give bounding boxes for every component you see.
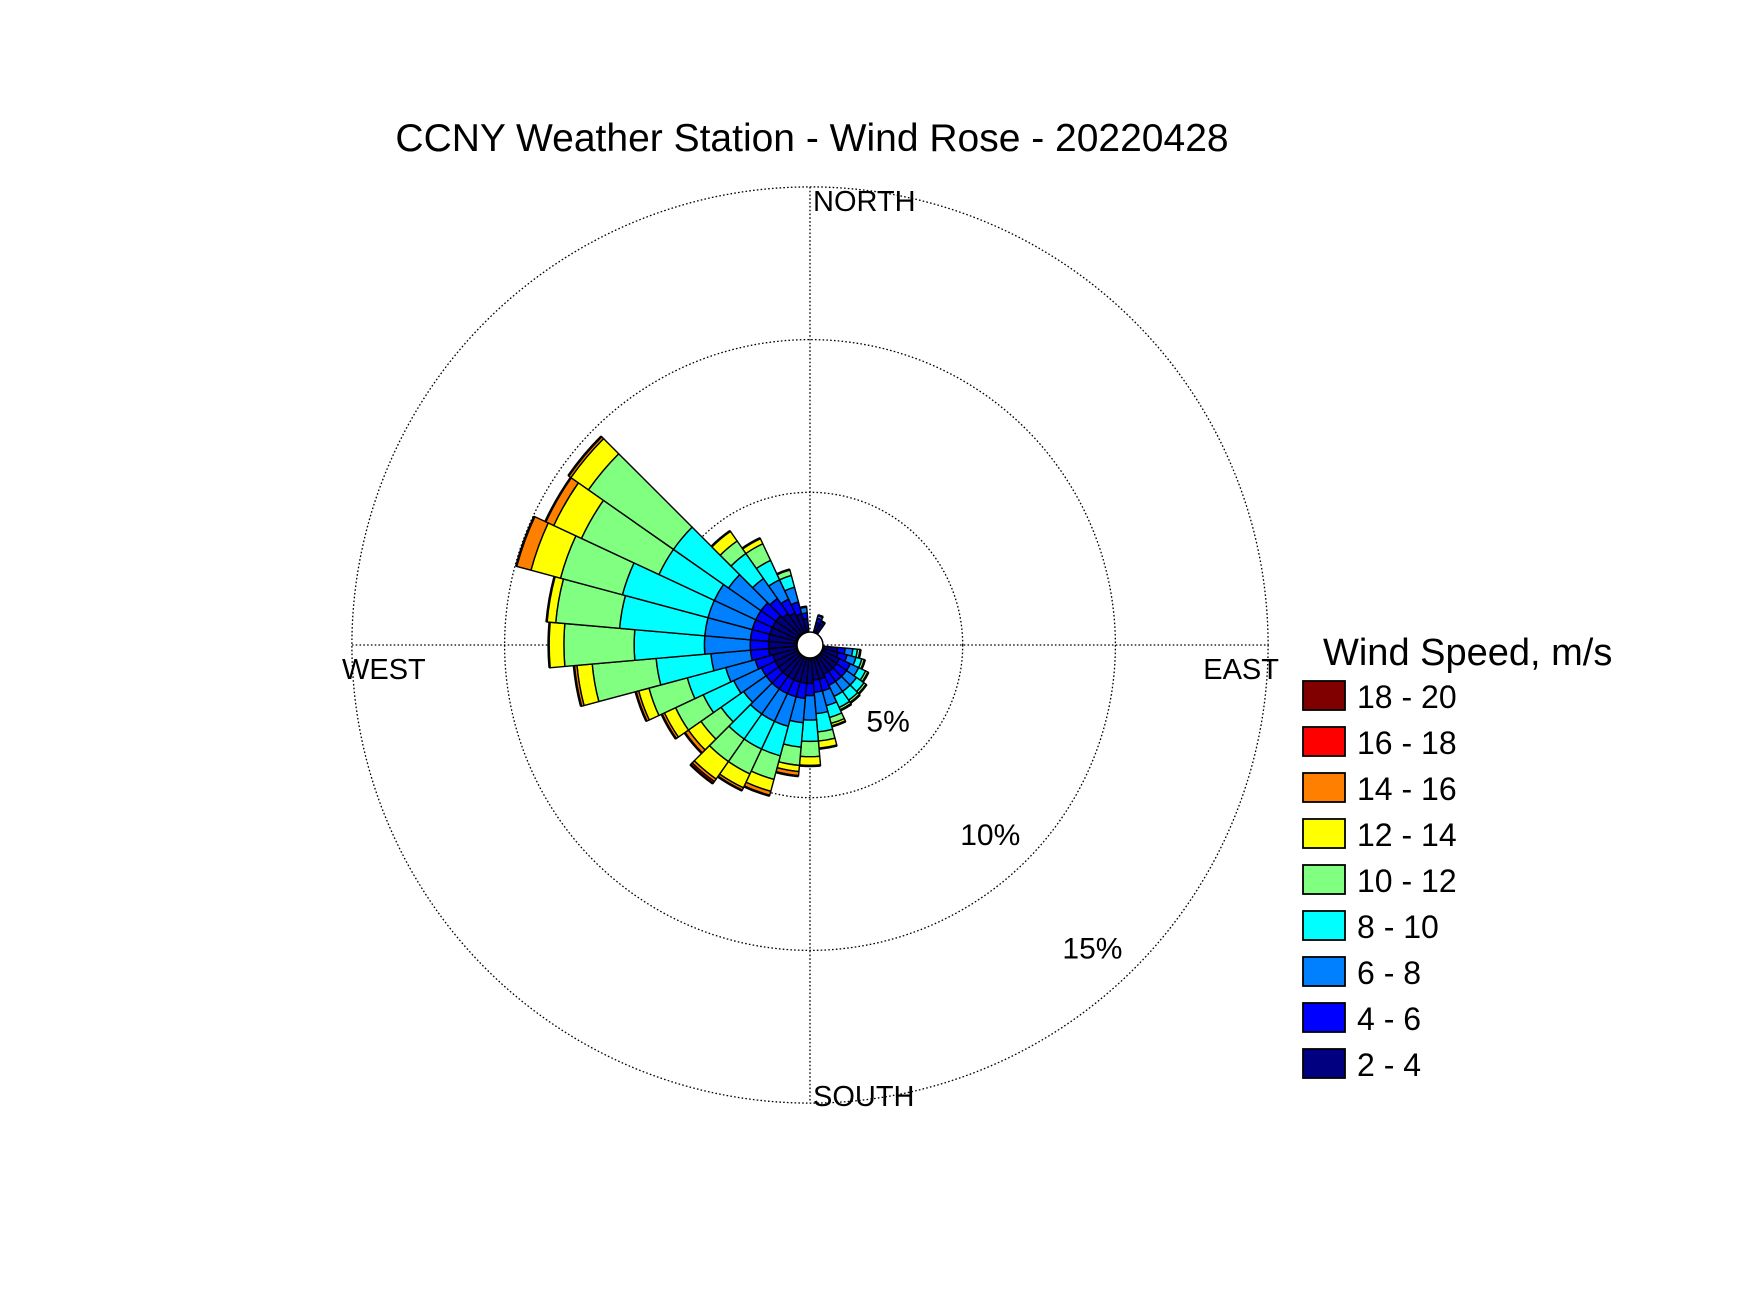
legend-swatch (1302, 956, 1346, 987)
sector-220-edge (689, 763, 714, 785)
sector-180-bin-5 (799, 740, 821, 758)
radial-tick-labels: 5% 10% 15% (866, 706, 1122, 966)
polar-grid (351, 186, 1269, 1104)
legend-label: 4 - 6 (1357, 1001, 1421, 1037)
legend-label: 16 - 18 (1357, 725, 1457, 761)
legend-item: 4 - 6 (1302, 1001, 1421, 1037)
legend-item: 16 - 18 (1302, 725, 1457, 761)
sector-270-bin-5 (563, 622, 636, 668)
legend-item: 2 - 4 (1302, 1047, 1421, 1083)
legend-label: 10 - 12 (1357, 863, 1457, 899)
sector-320-edge (710, 529, 731, 548)
legend-item: 14 - 16 (1302, 771, 1457, 807)
legend-swatch (1302, 1002, 1346, 1033)
ring-label-15pct: 15% (1062, 933, 1122, 966)
sector-340-edge (776, 568, 791, 576)
legend-item: 18 - 20 (1302, 679, 1457, 715)
direction-label-east: EAST (1203, 654, 1279, 686)
legend-swatch (1302, 818, 1346, 849)
sector-20-edge (817, 613, 824, 619)
legend: Wind Speed, m/s 18 - 20 16 - 18 14 - 16 12 … (1302, 632, 1612, 1083)
ring-label-10pct: 10% (960, 819, 1020, 852)
direction-label-west: WEST (342, 654, 426, 686)
sector-330-edge (741, 537, 761, 550)
sector-30-edge (820, 620, 826, 625)
sector-310-edge (567, 435, 603, 477)
sector-180-bin-4 (800, 719, 820, 743)
sector-350-edge (799, 605, 807, 610)
legend-label: 18 - 20 (1357, 679, 1457, 715)
direction-label-south: SOUTH (813, 1081, 915, 1113)
legend-item: 12 - 14 (1302, 817, 1457, 853)
center-hole (796, 631, 824, 659)
legend-swatch (1302, 864, 1346, 895)
ring-label-5pct: 5% (866, 706, 909, 739)
legend-swatch (1302, 772, 1346, 803)
sector-270-bin-6 (547, 621, 566, 669)
legend-swatch (1302, 910, 1346, 941)
sector-270-edge (547, 622, 551, 668)
legend-item: 8 - 10 (1302, 909, 1439, 945)
legend-swatch (1302, 726, 1346, 757)
direction-label-north: NORTH (813, 186, 916, 218)
legend-label: 8 - 10 (1357, 909, 1439, 945)
legend-label: 12 - 14 (1357, 817, 1457, 853)
sector-100-edge (857, 649, 862, 659)
legend-label: 14 - 16 (1357, 771, 1457, 807)
legend-swatch (1302, 1048, 1346, 1079)
chart-title: CCNY Weather Station - Wind Rose - 20220… (395, 117, 1228, 160)
legend-title: Wind Speed, m/s (1323, 632, 1612, 674)
sector-290-edge (514, 515, 536, 567)
legend-label: 2 - 4 (1357, 1047, 1421, 1083)
wind-sectors (514, 435, 870, 797)
legend-item: 10 - 12 (1302, 863, 1457, 899)
legend-item: 6 - 8 (1302, 955, 1421, 991)
legend-swatch (1302, 680, 1346, 711)
legend-items: 18 - 20 16 - 18 14 - 16 12 - 14 10 - 12 8 - 1… (1302, 679, 1457, 1083)
legend-label: 6 - 8 (1357, 955, 1421, 991)
